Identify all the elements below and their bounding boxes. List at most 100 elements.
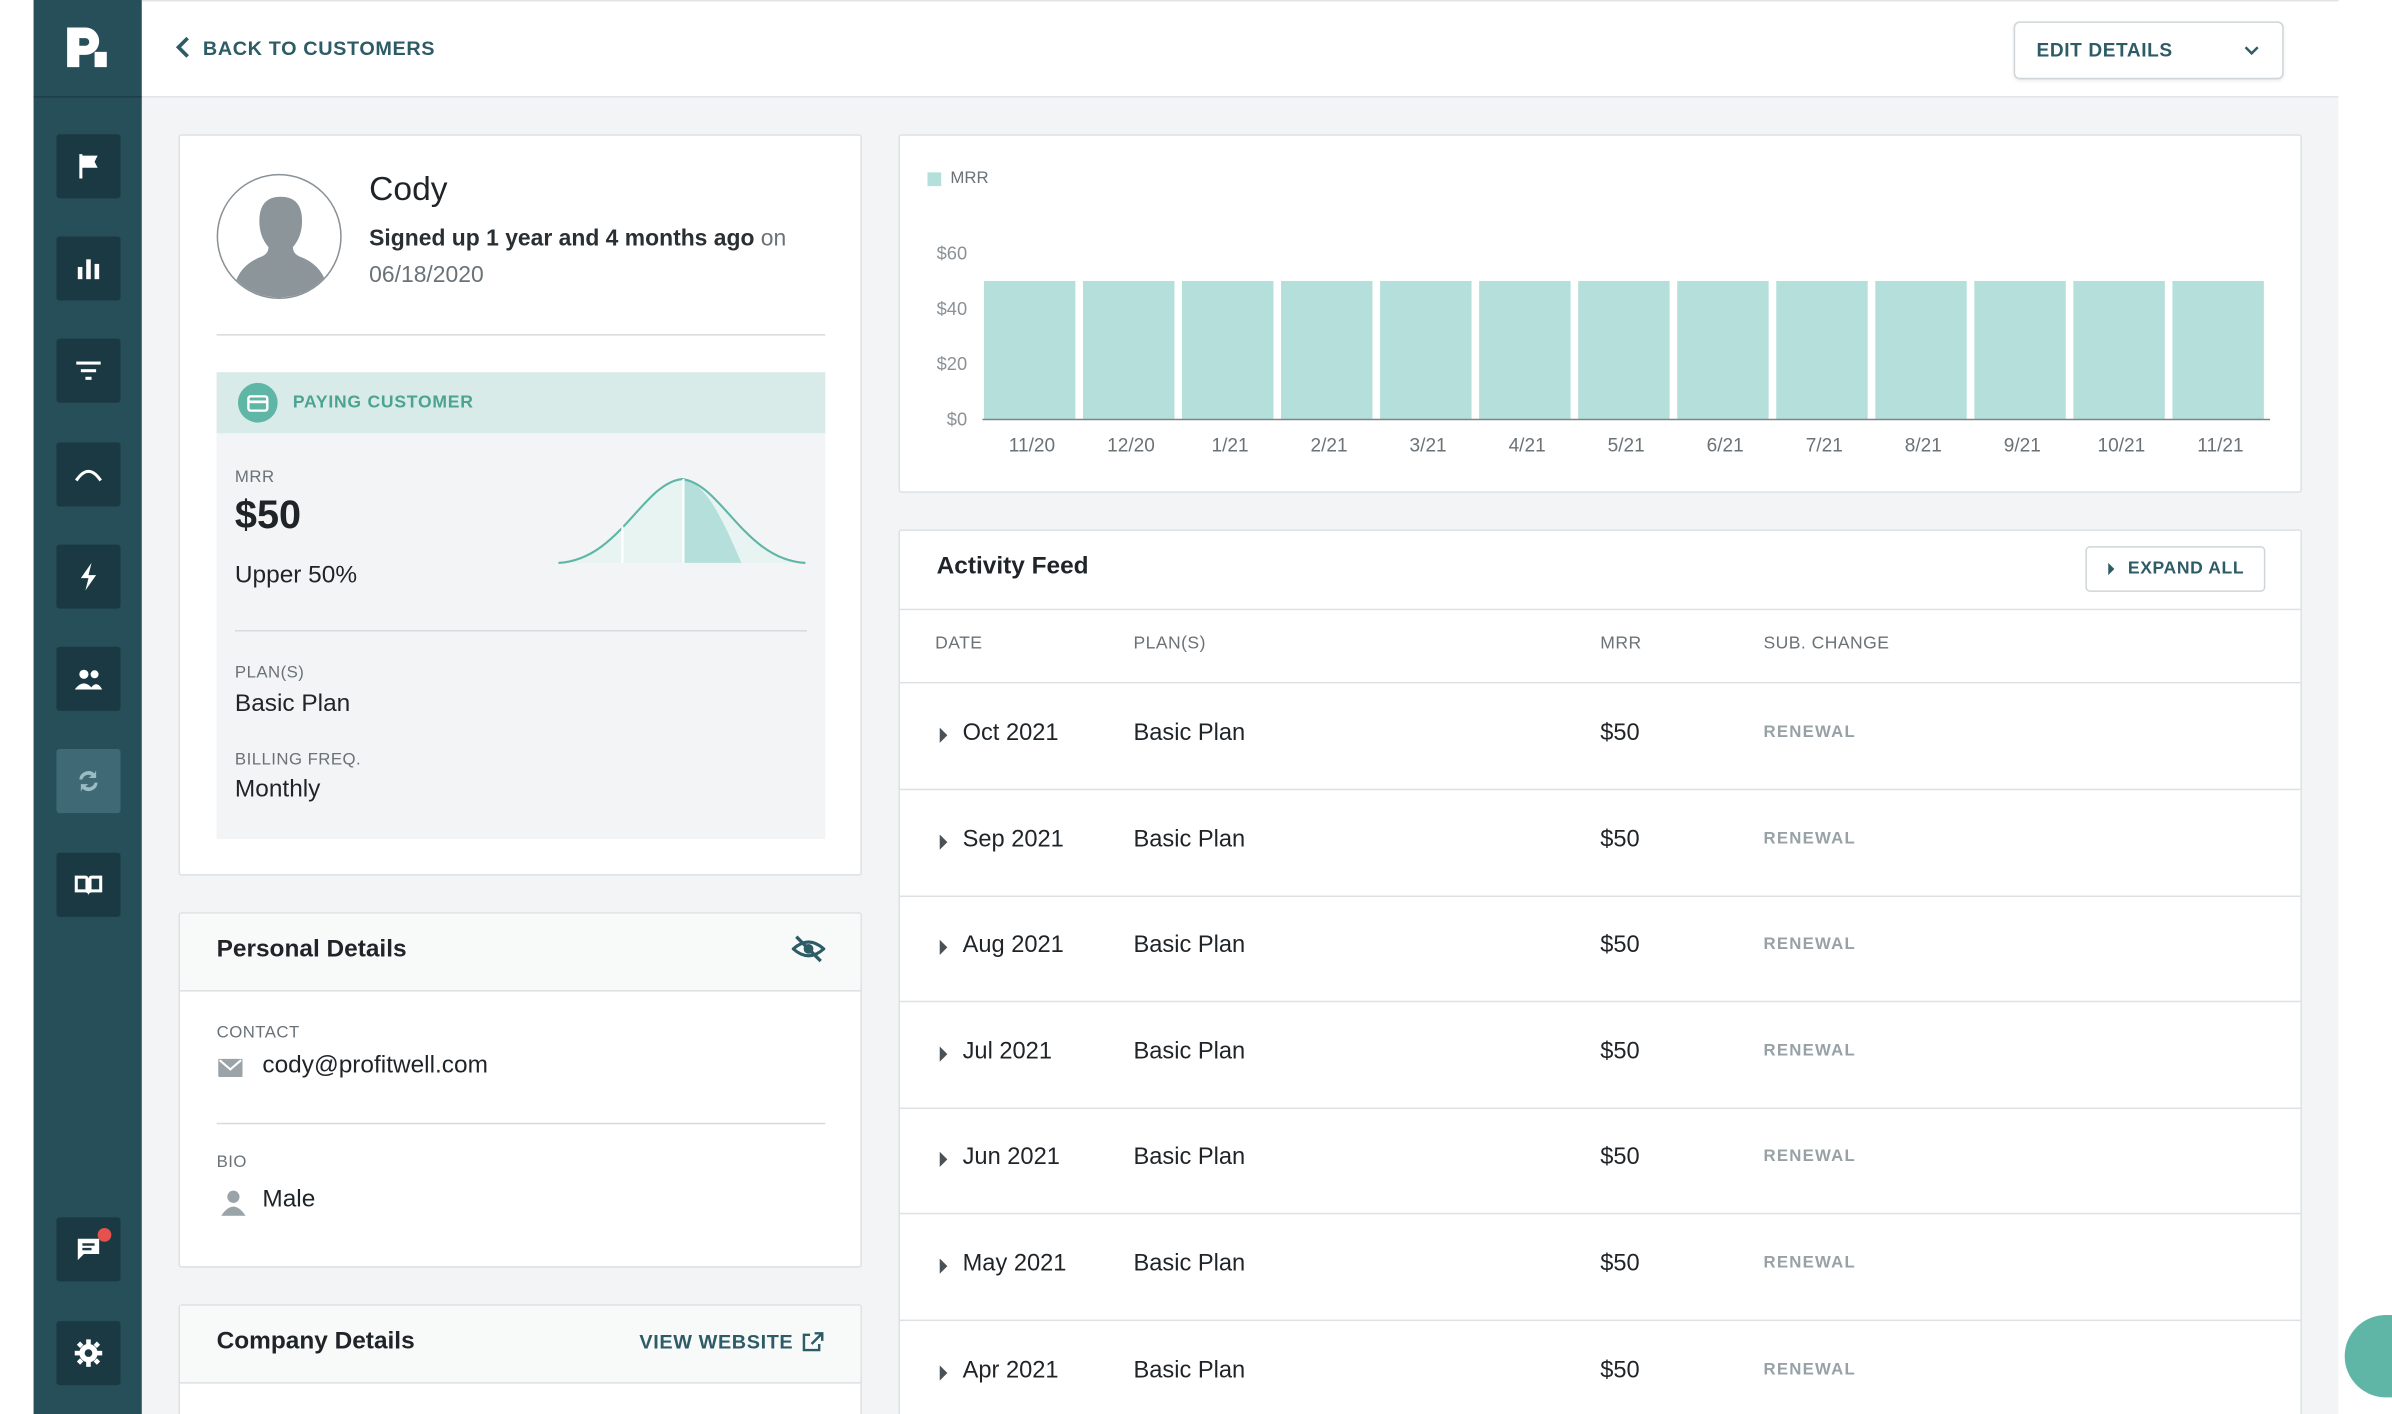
x-tick-label: 1/21 — [1211, 436, 1248, 457]
row-sub-change: RENEWAL — [1763, 1360, 1856, 1379]
nav-flag-button[interactable] — [56, 134, 121, 199]
expand-all-label: EXPAND ALL — [2127, 559, 2245, 579]
table-row[interactable]: Oct 2021 Basic Plan $50 RENEWAL — [900, 683, 2301, 791]
table-row[interactable]: Sep 2021 Basic Plan $50 RENEWAL — [900, 790, 2301, 897]
x-tick-label: 6/21 — [1707, 436, 1744, 457]
expand-caret-icon[interactable] — [939, 939, 948, 956]
row-mrr: $50 — [1600, 826, 1640, 853]
sidebar-divider — [33, 96, 142, 98]
nav-lightning-button[interactable] — [56, 544, 121, 609]
nav-book-button[interactable] — [56, 852, 121, 917]
row-date: Jul 2021 — [962, 1038, 1052, 1065]
row-date: Oct 2021 — [962, 720, 1059, 746]
filter-icon — [76, 361, 101, 380]
x-tick-label: 2/21 — [1311, 436, 1348, 457]
feed-header-row: DATE PLAN(S) MRR SUB. CHANGE — [900, 608, 2301, 684]
col-date: DATE — [935, 634, 983, 653]
mrr-bar-chart: $0 $20 $40 $60 11/20 12/20 1/21 2/21 3/21 4/21 5/2… — [937, 242, 2270, 457]
main-content: BACK TO CUSTOMERS EDIT DETAILS Cody Sign… — [141, 0, 2339, 1414]
bar-9-21 — [1974, 280, 2066, 420]
chat-icon — [77, 1238, 100, 1261]
x-tick-label: 4/21 — [1509, 436, 1546, 457]
right-edge — [2338, 0, 2392, 1414]
chevron-left-icon — [175, 36, 189, 58]
status-badge: PAYING CUSTOMER — [216, 372, 826, 434]
bar-1-21 — [1182, 280, 1274, 420]
row-plan: Basic Plan — [1133, 826, 1246, 853]
nav-reports-button[interactable] — [56, 236, 121, 301]
plans-value: Basic Plan — [234, 691, 351, 717]
row-plan: Basic Plan — [1133, 932, 1246, 959]
nav-filter-button[interactable] — [56, 338, 121, 403]
x-tick-label: 9/21 — [2004, 436, 2041, 457]
bar-11-21 — [2172, 280, 2264, 420]
top-bar: BACK TO CUSTOMERS EDIT DETAILS — [141, 0, 2339, 98]
flag-icon — [79, 154, 98, 179]
nav-settings-button[interactable] — [56, 1321, 121, 1386]
signup-on: on — [760, 225, 787, 252]
personal-details-header: Personal Details — [180, 913, 861, 992]
row-mrr: $50 — [1600, 1250, 1640, 1277]
nav-retain-button[interactable] — [56, 749, 121, 814]
x-tick-label: 10/21 — [2098, 436, 2146, 457]
edit-details-label: EDIT DETAILS — [2036, 39, 2173, 62]
col-sub-change: SUB. CHANGE — [1763, 634, 1890, 653]
billing-label: BILLING FREQ. — [234, 750, 362, 769]
profitwell-logo-icon[interactable] — [61, 21, 113, 73]
nav-trend-button[interactable] — [56, 442, 121, 507]
view-website-label: VIEW WEBSITE — [639, 1330, 794, 1354]
x-tick-label: 7/21 — [1806, 436, 1843, 457]
activity-feed-card: Activity Feed EXPAND ALL DATE PLAN(S) MR… — [898, 529, 2302, 1414]
row-date: Sep 2021 — [962, 826, 1064, 853]
expand-caret-icon[interactable] — [939, 1364, 948, 1380]
back-link-label: BACK TO CUSTOMERS — [202, 35, 436, 59]
row-sub-change: RENEWAL — [1763, 1041, 1856, 1060]
signup-info: Signed up 1 year and 4 months ago on 06/… — [369, 221, 827, 294]
activity-feed-title: Activity Feed — [936, 553, 1089, 580]
expand-caret-icon[interactable] — [939, 1258, 948, 1274]
row-mrr: $50 — [1600, 932, 1640, 959]
edit-details-dropdown[interactable]: EDIT DETAILS — [2013, 21, 2284, 80]
nav-chat-button[interactable] — [56, 1217, 121, 1282]
back-to-customers-link[interactable]: BACK TO CUSTOMERS — [175, 35, 435, 59]
expand-caret-icon[interactable] — [939, 727, 948, 743]
company-details-title: Company Details — [216, 1328, 415, 1355]
row-sub-change: RENEWAL — [1763, 1147, 1856, 1167]
mrr-value: $50 — [234, 491, 302, 537]
table-row[interactable]: Jun 2021 Basic Plan $50 RENEWAL — [900, 1108, 2301, 1215]
row-sub-change: RENEWAL — [1763, 1253, 1856, 1273]
personal-details-card: Personal Details CONTACT cody@profitwell… — [178, 912, 862, 1268]
legend-swatch — [927, 171, 942, 186]
company-details-card: Company Details VIEW WEBSITE — [178, 1304, 862, 1414]
x-tick-label: 8/21 — [1905, 436, 1942, 457]
status-label: PAYING CUSTOMER — [292, 393, 474, 412]
row-sub-change: RENEWAL — [1763, 723, 1856, 742]
chart-legend: MRR — [927, 169, 989, 188]
distribution-curve — [558, 477, 806, 564]
table-row[interactable]: Jul 2021 Basic Plan $50 RENEWAL — [900, 1002, 2301, 1109]
table-row[interactable]: Aug 2021 Basic Plan $50 RENEWAL — [900, 896, 2301, 1003]
retain-icon — [79, 770, 98, 792]
profile-divider — [216, 334, 826, 336]
legend-label: MRR — [950, 169, 989, 188]
view-website-link[interactable]: VIEW WEBSITE — [639, 1330, 824, 1354]
table-row[interactable]: Apr 2021 Basic Plan $50 RENEWAL — [900, 1320, 2300, 1414]
expand-caret-icon[interactable] — [939, 833, 948, 850]
expand-caret-icon[interactable] — [939, 1152, 948, 1168]
eye-off-icon[interactable] — [791, 935, 826, 963]
customer-profile-card: Cody Signed up 1 year and 4 months ago o… — [178, 134, 862, 876]
personal-details-title: Personal Details — [216, 936, 407, 963]
bar-4-21 — [1479, 280, 1571, 420]
customers-icon — [74, 669, 103, 690]
bar-8-21 — [1875, 280, 1967, 420]
mrr-chart-card: MRR $0 $20 $40 $60 11/20 12/20 1/21 2/21 3/21 4/2… — [898, 134, 2302, 493]
row-sub-change: RENEWAL — [1763, 935, 1856, 954]
signup-date: 06/18/2020 — [369, 262, 484, 289]
external-link-icon — [802, 1331, 824, 1351]
expand-caret-icon[interactable] — [939, 1046, 948, 1062]
contact-email-link[interactable]: cody@profitwell.com — [262, 1052, 488, 1079]
trend-icon — [75, 469, 102, 482]
expand-all-button[interactable]: EXPAND ALL — [2085, 546, 2266, 592]
nav-customers-button[interactable] — [56, 646, 121, 711]
table-row[interactable]: May 2021 Basic Plan $50 RENEWAL — [900, 1214, 2301, 1322]
